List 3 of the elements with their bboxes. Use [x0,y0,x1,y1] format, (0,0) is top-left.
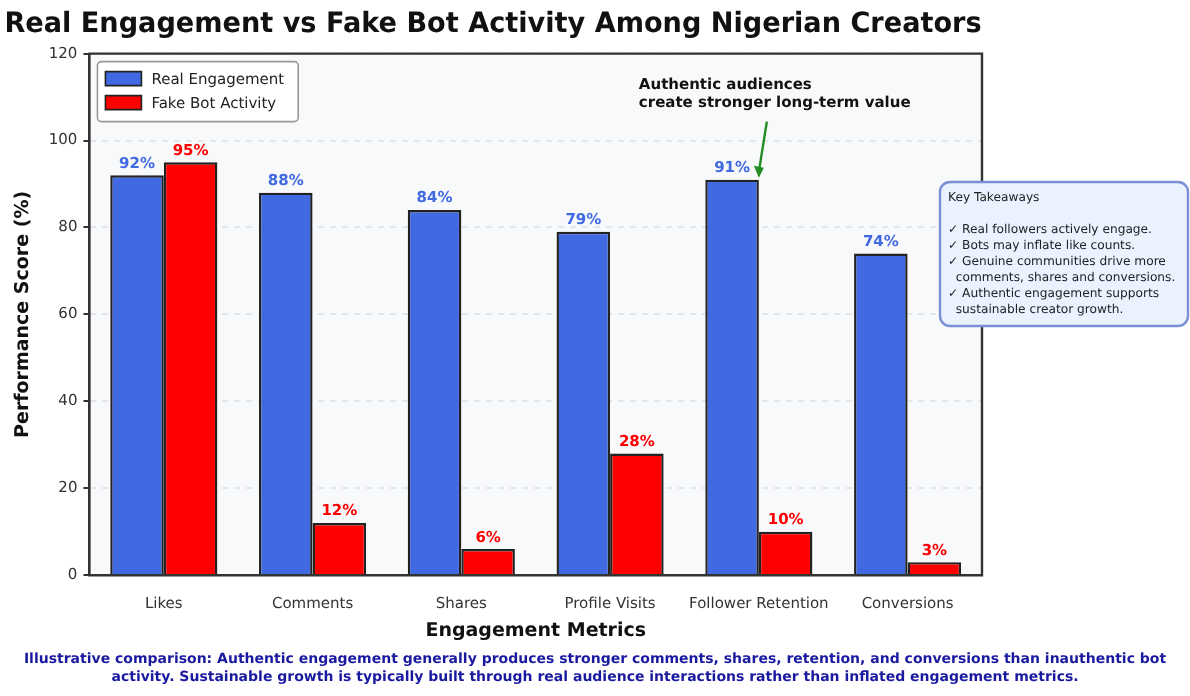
x-axis-title: Engagement Metrics [425,619,647,642]
y-axis-title: Performance Score (%) [12,190,35,438]
chart-title: Real Engagement vs Fake Bot Activity Among Nigerian Creators [4,7,982,41]
